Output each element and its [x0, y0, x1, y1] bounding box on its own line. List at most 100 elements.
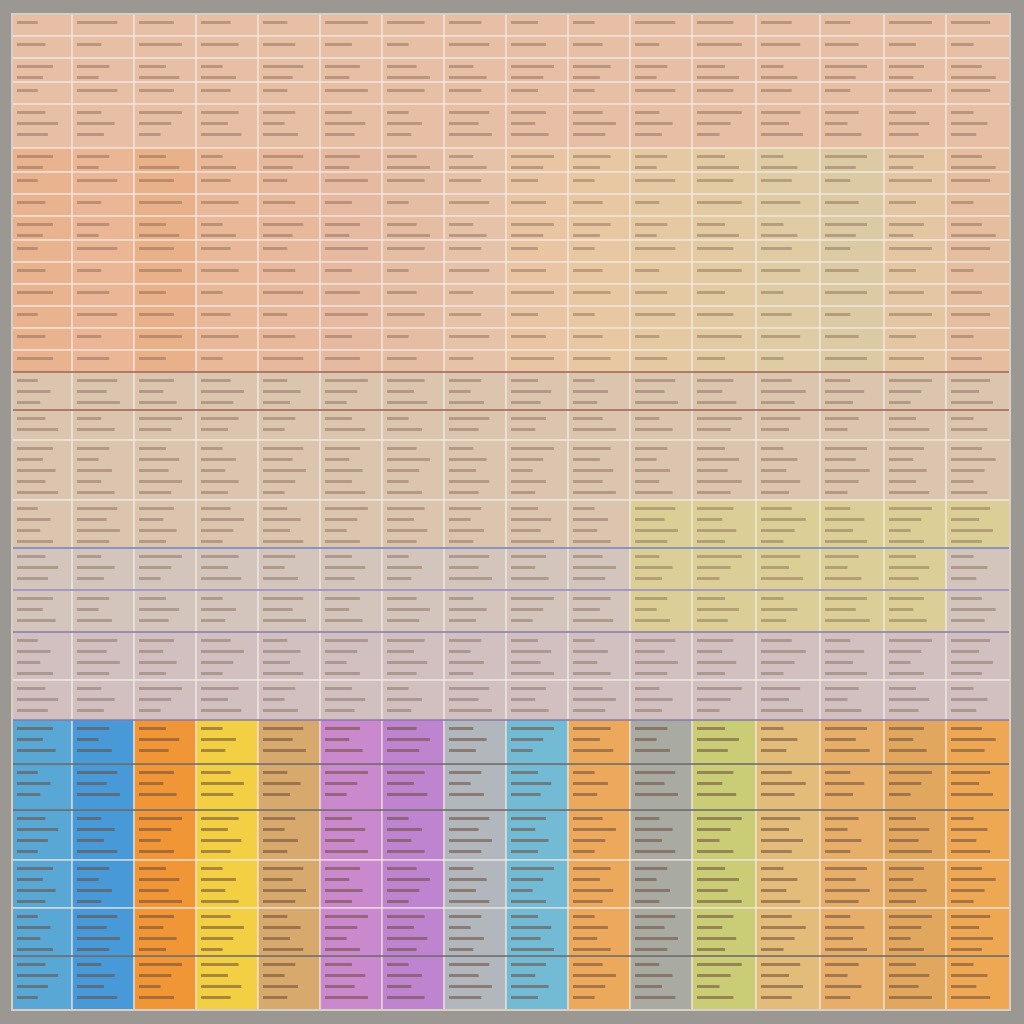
- cell-text-scribble: [325, 771, 368, 774]
- cell-text-scribble: [697, 21, 734, 24]
- cell-text-scribble: [387, 727, 417, 730]
- cell-text-scribble: [511, 379, 538, 382]
- cell-text-scribble: [17, 43, 46, 46]
- cell-text-scribble: [511, 577, 549, 580]
- cell-text-scribble: [761, 782, 806, 785]
- cell-text-scribble: [573, 76, 600, 79]
- cell-text-scribble: [511, 566, 536, 569]
- cell-text-scribble: [889, 727, 924, 730]
- cell-text-scribble: [263, 597, 304, 600]
- cell-text-scribble: [825, 458, 856, 461]
- cell-text-scribble: [263, 65, 304, 68]
- cell-text-scribble: [889, 89, 932, 92]
- grid-cell: [443, 239, 507, 263]
- cell-text-scribble: [201, 269, 239, 272]
- cell-text-scribble: [889, 709, 919, 712]
- cell-text-scribble: [761, 608, 798, 611]
- cell-text-scribble: [139, 985, 161, 988]
- cell-text-scribble: [325, 793, 347, 796]
- cell-text-scribble: [761, 974, 790, 977]
- cell-text-scribble: [697, 672, 726, 675]
- cell-text-scribble: [889, 21, 932, 24]
- grid-cell: [11, 763, 73, 811]
- cell-text-scribble: [573, 839, 606, 842]
- cell-text-scribble: [697, 974, 731, 977]
- cell-text-scribble: [387, 179, 425, 182]
- grid-cell: [883, 57, 947, 83]
- cell-text-scribble: [263, 839, 298, 842]
- cell-text-scribble: [17, 313, 38, 316]
- cell-text-scribble: [889, 878, 914, 881]
- cell-text-scribble: [889, 269, 916, 272]
- cell-text-scribble: [77, 878, 99, 881]
- cell-text-scribble: [387, 166, 430, 169]
- cell-text-scribble: [825, 76, 856, 79]
- cell-text-scribble: [17, 201, 46, 204]
- cell-text-scribble: [387, 269, 409, 272]
- cell-text-scribble: [889, 867, 924, 870]
- cell-text-scribble: [573, 889, 614, 892]
- cell-text-scribble: [201, 661, 234, 664]
- cell-text-scribble: [387, 698, 422, 701]
- grid-cell: [257, 261, 321, 285]
- grid-cell: [195, 371, 259, 411]
- grid-cell: [443, 371, 507, 411]
- cell-text-scribble: [387, 937, 428, 940]
- grid-cell: [883, 327, 947, 351]
- cell-text-scribble: [951, 201, 974, 204]
- cell-text-scribble: [387, 518, 414, 521]
- cell-text-scribble: [635, 390, 665, 393]
- cell-text-scribble: [263, 469, 306, 472]
- cell-text-scribble: [263, 619, 306, 622]
- cell-text-scribble: [635, 577, 662, 580]
- grid-cell: [567, 679, 631, 721]
- cell-text-scribble: [77, 201, 102, 204]
- cell-text-scribble: [511, 291, 554, 294]
- cell-text-scribble: [263, 639, 288, 642]
- cell-text-scribble: [951, 357, 982, 360]
- cell-text-scribble: [951, 900, 974, 903]
- cell-text-scribble: [511, 850, 538, 853]
- cell-text-scribble: [889, 948, 924, 951]
- cell-text-scribble: [889, 507, 932, 510]
- grid-cell: [691, 103, 757, 149]
- grid-cell: [755, 547, 821, 591]
- cell-text-scribble: [17, 529, 41, 532]
- cell-text-scribble: [77, 996, 118, 999]
- cell-text-scribble: [77, 900, 102, 903]
- cell-text-scribble: [387, 491, 422, 494]
- cell-text-scribble: [697, 963, 742, 966]
- grid-cell: [381, 35, 445, 59]
- cell-text-scribble: [201, 996, 231, 999]
- cell-text-scribble: [761, 179, 792, 182]
- cell-text-scribble: [201, 89, 231, 92]
- grid-cell: [945, 719, 1011, 765]
- cell-text-scribble: [635, 155, 668, 158]
- cell-text-scribble: [387, 749, 420, 752]
- cell-text-scribble: [449, 749, 476, 752]
- cell-text-scribble: [889, 480, 916, 483]
- cell-text-scribble: [201, 926, 244, 929]
- cell-text-scribble: [17, 89, 38, 92]
- grid-cell: [505, 409, 569, 441]
- cell-text-scribble: [635, 179, 676, 182]
- cell-text-scribble: [825, 379, 851, 382]
- cell-text-scribble: [511, 771, 538, 774]
- cell-text-scribble: [635, 428, 673, 431]
- grid-cell: [381, 103, 445, 149]
- cell-text-scribble: [263, 335, 296, 338]
- grid-cell: [505, 327, 569, 351]
- cell-text-scribble: [573, 291, 611, 294]
- cell-text-scribble: [825, 21, 851, 24]
- grid-cell: [819, 679, 885, 721]
- grid-cell: [505, 35, 569, 59]
- cell-text-scribble: [387, 43, 409, 46]
- grid-cell: [755, 261, 821, 285]
- cell-text-scribble: [449, 650, 471, 653]
- cell-text-scribble: [387, 507, 425, 510]
- grid-cell: [945, 215, 1011, 241]
- cell-text-scribble: [761, 672, 784, 675]
- cell-text-scribble: [635, 518, 665, 521]
- cell-text-scribble: [449, 687, 490, 690]
- grid-cell: [195, 261, 259, 285]
